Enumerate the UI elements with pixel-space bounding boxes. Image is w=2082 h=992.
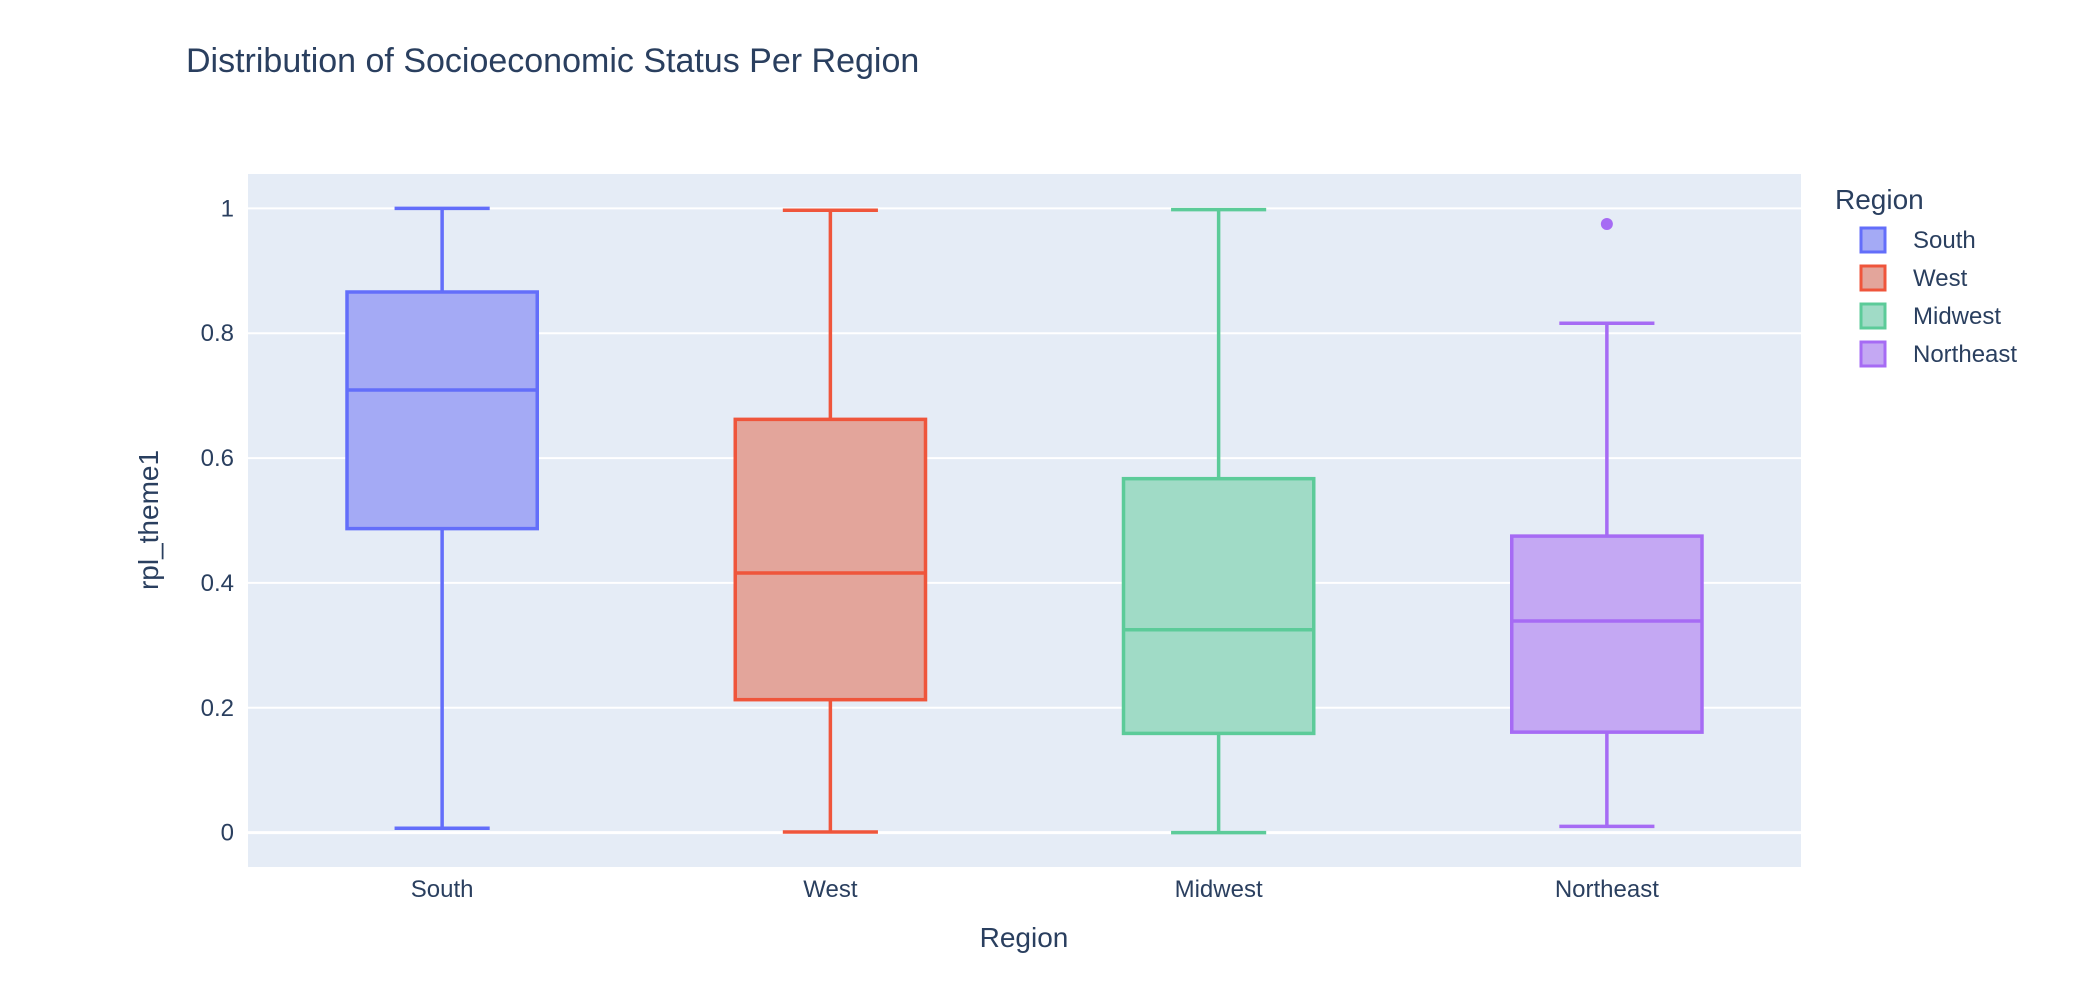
box-iqr (733, 417, 928, 702)
legend-label: South (1913, 227, 1976, 254)
legend-swatch (1859, 264, 1887, 292)
box-midwest (1121, 207, 1316, 835)
x-tick-label: Midwest (1175, 876, 1263, 903)
boxes (345, 206, 1704, 835)
y-tick-label: 0.4 (201, 570, 234, 597)
box-iqr (1510, 534, 1704, 734)
chart-title: Distribution of Socioeconomic Status Per… (186, 42, 919, 80)
y-tick-label: 0.2 (201, 695, 234, 722)
box-west (733, 208, 928, 834)
x-axis-title: Region (980, 922, 1069, 953)
legend-items: South West Midwest Northeast (1859, 226, 2017, 368)
box-iqr (1121, 476, 1316, 736)
x-tick-label: West (803, 876, 858, 903)
x-tick-label: Northeast (1555, 876, 1659, 903)
legend-label: Northeast (1913, 341, 2017, 368)
legend-item-northeast[interactable]: Northeast (1859, 340, 2017, 368)
legend-item-west[interactable]: West (1859, 264, 1968, 292)
legend-item-south[interactable]: South (1859, 226, 1976, 254)
x-tick-label: South (411, 876, 474, 903)
legend-label: Midwest (1913, 303, 2001, 330)
y-tick-label: 0.8 (201, 320, 234, 347)
box-south (345, 206, 539, 831)
legend-swatch (1859, 340, 1887, 368)
y-tick-label: 0 (221, 820, 234, 847)
legend-swatch (1859, 226, 1887, 254)
y-tick-label: 0.6 (201, 445, 234, 472)
outlier-point (1600, 217, 1613, 230)
y-axis-ticks: 0 0.2 0.4 0.6 0.8 1 (201, 195, 234, 846)
box-iqr (345, 290, 539, 531)
legend: Region South West Midwest Northeast (1835, 184, 2017, 368)
legend-label: West (1913, 265, 1968, 292)
x-axis-ticks: South West Midwest Northeast (411, 876, 1659, 903)
y-axis-title: rpl_theme1 (133, 450, 164, 590)
legend-title: Region (1835, 184, 1924, 215)
legend-item-midwest[interactable]: Midwest (1859, 302, 2001, 330)
legend-swatch (1859, 302, 1887, 330)
y-tick-label: 1 (221, 195, 234, 222)
box-northeast (1510, 217, 1704, 829)
